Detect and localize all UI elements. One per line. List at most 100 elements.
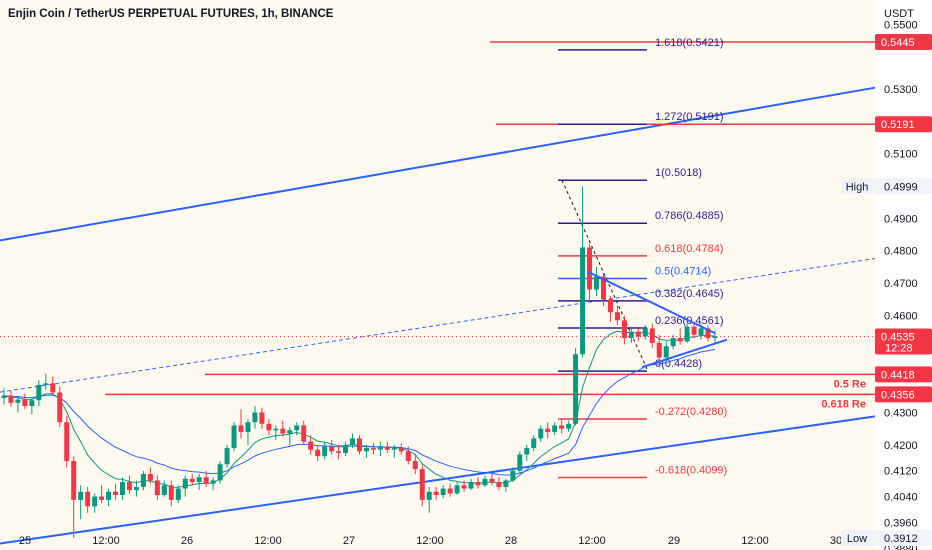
candle-body [677,338,683,342]
candle [217,461,223,484]
candle-body [433,491,439,495]
candle-body [580,247,586,355]
candle-body [670,338,676,347]
candle-body [50,383,56,393]
candle [391,444,397,458]
candle-body [552,425,558,432]
candle [468,478,474,491]
candle-body [607,299,613,313]
candle [614,305,620,326]
y-tick-label: 0.4120 [884,466,918,478]
candle [343,441,349,457]
y-tick-label: 0.4900 [884,213,918,225]
candle-body [43,383,49,385]
candle [36,380,42,407]
candle-body [322,446,328,457]
candle-body [538,428,544,439]
candle-body [684,326,690,342]
chart-title: Enjin Coin / TetherUS PERPETUAL FUTURES,… [8,8,334,20]
marker-value-bg [875,530,932,547]
candle-body [71,461,77,500]
fib-label: 1.618(0.5421) [655,37,724,49]
candle-body [175,488,181,500]
fib-label: 1(0.5018) [655,167,702,179]
fib-label: 0.382(0.4645) [655,288,724,300]
candle [252,406,258,429]
candle [545,422,551,439]
candle-body [496,482,502,487]
candle [482,475,488,487]
candle [85,486,91,513]
candle [15,396,21,413]
x-tick-label: 12:00 [92,535,120,547]
candle [245,418,251,445]
candle-body [614,312,620,321]
candle-body [412,461,418,470]
x-tick-label: 12:00 [741,535,769,547]
candle-body [503,480,509,487]
candle [398,443,404,455]
candle [133,480,139,497]
candle [566,420,572,432]
fib-label: 0.786(0.4885) [655,210,724,222]
candle-body [635,331,641,337]
candle [440,485,446,499]
candle-body [238,425,244,432]
x-tick-label: 12:00 [254,535,282,547]
candle [203,470,209,487]
candle [92,493,98,513]
candle [238,409,244,439]
candle-body [15,399,21,403]
candle [377,441,383,457]
candle-body [426,491,432,500]
candle-body [573,354,579,424]
candle-body [287,430,293,434]
fib-label: 0(0.4428) [655,358,702,370]
y-tick-label: 0.3960 [884,518,918,530]
candle [22,393,28,410]
candle [350,433,356,449]
candle-body [252,412,258,423]
candle-body [217,464,223,481]
candle [210,477,216,491]
fib-label: -0.618(0.4099) [655,465,727,477]
candle [43,373,49,390]
candle-body [545,428,551,432]
candle-body [419,469,425,500]
marker-value-bg [875,178,932,195]
candle [370,443,376,455]
candle-body [566,423,572,429]
candle-body [594,276,599,290]
candle [322,441,328,460]
candle [642,325,648,340]
candle-body [308,441,314,450]
candle [454,482,460,495]
candle [684,323,690,343]
candle [552,422,558,436]
candle-body [78,491,84,500]
candle-body [85,491,91,507]
candle [308,435,314,455]
candle-body [259,412,265,424]
candle-body [468,482,474,489]
candle [315,444,321,462]
candle [524,444,530,462]
x-tick-label: 30 [830,535,842,547]
candle [78,485,84,520]
candle [580,186,586,358]
candle-body [1,395,7,398]
price-tag-text: 0.4418 [881,369,915,381]
candle-body [266,423,272,431]
candle [461,480,467,492]
candle-body [642,328,648,337]
candle-body [196,477,202,483]
candle [71,456,77,539]
candle-body [57,392,63,423]
candle [329,440,335,455]
candle-body [329,446,335,452]
candle-body [336,451,342,453]
candle-body [524,448,530,455]
fib-label: 0.5(0.4714) [655,266,711,278]
marker-label-bg [841,530,874,547]
